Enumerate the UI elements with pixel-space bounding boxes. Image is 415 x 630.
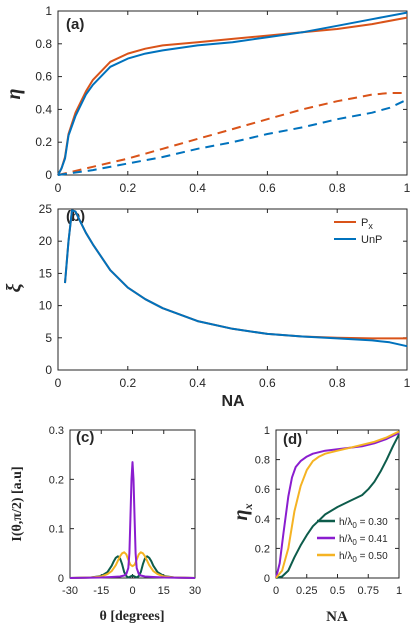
panel-d-xlabel: NA bbox=[326, 609, 348, 625]
panel-a-xtick-label: 1 bbox=[404, 181, 411, 195]
panel-a-ytick-label: 0.8 bbox=[35, 37, 52, 51]
panel-c-series-h041 bbox=[69, 461, 196, 579]
panel-d-series-h050 bbox=[275, 430, 400, 579]
panel-d-ylabel-main: η bbox=[230, 509, 252, 520]
panel-d-ylabel: ηx bbox=[230, 504, 255, 521]
panel-c-xlabel: θ [degrees] bbox=[100, 609, 165, 624]
legend-d-entry-value: = 0.30 bbox=[357, 517, 388, 528]
legend-b-entry-label: P bbox=[361, 217, 368, 229]
panel-d-label: (d) bbox=[283, 431, 302, 448]
panel-d-series-h030 bbox=[275, 433, 400, 579]
panel-d-ytick-label: 1 bbox=[264, 425, 270, 437]
legend-d-entry-label: h/λ bbox=[339, 551, 352, 562]
panel-a-series-px_dash bbox=[57, 92, 407, 176]
panel-b-xtick-label: 0.8 bbox=[329, 376, 346, 390]
legend-b-entry-sub: x bbox=[368, 221, 373, 231]
panel-a-series-unp_solid bbox=[57, 11, 408, 176]
panel-b-ytick-label: 10 bbox=[39, 299, 53, 313]
panel-a-xtick-label: 0.4 bbox=[189, 181, 206, 195]
panel-a-ytick-label: 1 bbox=[45, 4, 52, 18]
panel-d-xtick-label: 0 bbox=[273, 585, 279, 597]
panel-a-xtick-label: 0 bbox=[55, 181, 62, 195]
panel-a: (a) η 0 0.2 0.4 0.6 0.8 1 0 0.2 0.4 0.6 0.8 1 bbox=[3, 4, 411, 195]
legend-d-entry: h/λ0 = 0.30 bbox=[339, 517, 388, 530]
panel-c-series-h030 bbox=[69, 555, 196, 579]
panel-a-xtick-label: 0.6 bbox=[259, 181, 276, 195]
panel-b-axes-frame bbox=[57, 208, 408, 371]
panel-a-ytick-label: 0.4 bbox=[35, 102, 52, 116]
legend-d: h/λ0 = 0.30h/λ0 = 0.41h/λ0 = 0.50 bbox=[317, 517, 388, 564]
legend-b: Px UnP bbox=[330, 212, 404, 256]
legend-d-entry-value: = 0.50 bbox=[357, 551, 388, 562]
legend-b-entry: UnP bbox=[361, 234, 382, 246]
panel-c-xtick-label: 30 bbox=[189, 585, 201, 597]
panel-c-series-h050 bbox=[69, 551, 196, 579]
panel-b-ytick-label: 5 bbox=[45, 331, 52, 345]
panel-b-xlabel: NA bbox=[221, 393, 245, 410]
legend-d-entry: h/λ0 = 0.41 bbox=[339, 534, 388, 547]
legend-b-box bbox=[330, 212, 404, 256]
panel-d-xtick-label: 0.5 bbox=[330, 585, 345, 597]
panel-c-xtick-label: 0 bbox=[129, 585, 135, 597]
panel-b-xtick-label: 0.6 bbox=[259, 376, 276, 390]
panel-d-ytick-label: 0.4 bbox=[255, 514, 270, 526]
panel-b-xtick-label: 0 bbox=[55, 376, 62, 390]
panel-c-ytick-label: 0.2 bbox=[49, 474, 64, 486]
legend-b-entry: Px bbox=[361, 217, 373, 231]
panel-c-axes-frame bbox=[69, 429, 196, 579]
panel-d-xtick-label: 0.75 bbox=[358, 585, 379, 597]
legend-d-entry-label: h/λ bbox=[339, 534, 352, 545]
panel-b-ytick-label: 15 bbox=[39, 266, 53, 280]
panel-b-series-unp bbox=[64, 209, 408, 348]
panel-a-label: (a) bbox=[66, 16, 84, 33]
panel-a-xtick-label: 0.8 bbox=[329, 181, 346, 195]
legend-d-entry: h/λ0 = 0.50 bbox=[339, 551, 388, 564]
panel-c-ytick-label: 0.1 bbox=[49, 524, 64, 536]
legend-d-entry-label: h/λ bbox=[339, 517, 352, 528]
panel-c-ylabel: I(θ,π/2) [a.u] bbox=[10, 466, 25, 541]
panel-a-ytick-label: 0 bbox=[45, 168, 52, 182]
legend-d-entry-value: = 0.41 bbox=[357, 534, 388, 545]
panel-c: (c) I(θ,π/2) [a.u] θ [degrees] -30 -15 0 15… bbox=[10, 425, 201, 624]
panel-d-xtick-label: 1 bbox=[396, 585, 402, 597]
panel-d-ytick-label: 0.2 bbox=[255, 543, 270, 555]
panel-c-ytick-label: 0.3 bbox=[49, 425, 64, 437]
panel-b-ylabel: ξ bbox=[3, 283, 25, 292]
panel-d-ytick-label: 0.6 bbox=[255, 484, 270, 496]
panel-d-xtick-label: 0.25 bbox=[296, 585, 317, 597]
panel-b-label: (b) bbox=[66, 208, 85, 225]
panel-d-series-h041 bbox=[275, 432, 400, 579]
panel-b-xtick-label: 0.4 bbox=[189, 376, 206, 390]
panel-b-xtick-label: 0.2 bbox=[119, 376, 136, 390]
panel-d: (d) ηx NA h/λ0 = 0.30h/λ0 = 0.41h/λ0 = 0… bbox=[230, 425, 402, 625]
panel-b-ytick-label: 25 bbox=[39, 202, 53, 216]
panel-a-axes-frame bbox=[57, 10, 408, 176]
panel-d-ylabel-sub: x bbox=[241, 504, 255, 511]
panel-d-ytick-label: 0.8 bbox=[255, 455, 270, 467]
panel-b-ytick-label: 20 bbox=[39, 234, 53, 248]
legend-b-entry-label: UnP bbox=[361, 234, 382, 246]
panel-c-xtick-label: -30 bbox=[62, 585, 78, 597]
panel-c-xtick-label: -15 bbox=[93, 585, 109, 597]
panel-c-xtick-label: 15 bbox=[158, 585, 170, 597]
legend-d-entry-sub: 0 bbox=[352, 521, 357, 530]
panel-a-ylabel: η bbox=[3, 88, 25, 99]
panel-c-ytick-label: 0 bbox=[58, 573, 64, 585]
legend-d-entry-sub: 0 bbox=[352, 538, 357, 547]
panel-b-xtick-label: 1 bbox=[404, 376, 411, 390]
legend-d-entry-sub: 0 bbox=[352, 555, 357, 564]
panel-b-ytick-label: 0 bbox=[45, 363, 52, 377]
panel-a-xtick-label: 0.2 bbox=[119, 181, 136, 195]
panel-c-label: (c) bbox=[76, 429, 94, 446]
panel-a-series-unp_dash bbox=[57, 98, 408, 176]
panel-a-ytick-label: 0.2 bbox=[35, 135, 52, 149]
panel-a-ytick-label: 0.6 bbox=[35, 70, 52, 84]
panel-d-ytick-label: 0 bbox=[264, 573, 270, 585]
